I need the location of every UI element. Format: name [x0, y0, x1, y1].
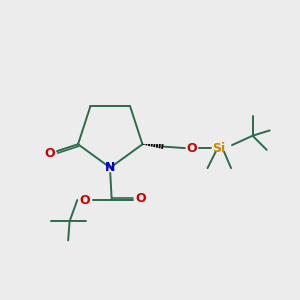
Text: O: O — [44, 147, 55, 160]
Text: O: O — [135, 192, 146, 206]
Text: O: O — [80, 194, 90, 207]
Text: N: N — [105, 161, 116, 174]
Text: Si: Si — [212, 142, 225, 154]
Text: O: O — [187, 142, 197, 154]
